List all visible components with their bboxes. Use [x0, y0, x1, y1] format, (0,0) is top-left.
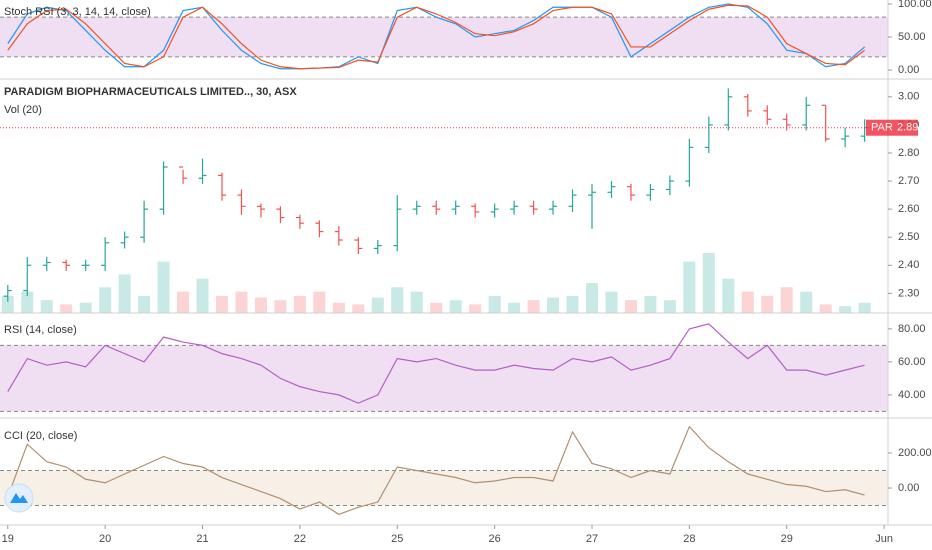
y-tick-label: 100.00 [898, 0, 932, 10]
volume-bar [21, 291, 34, 313]
volume-bar [60, 304, 73, 313]
volume-bar [391, 287, 404, 313]
volume-bar [313, 291, 326, 313]
y-tick-label: 0.00 [898, 482, 919, 494]
band-fill [0, 17, 888, 57]
y-tick-label: 3.00 [898, 91, 919, 103]
panel-title: Stoch RSI (3, 3, 14, 14, close) [4, 6, 151, 18]
volume-bar [547, 297, 560, 313]
panel-title: PARADIGM BIOPHARMACEUTICALS LIMITED.., 3… [4, 86, 297, 98]
volume-bar [741, 291, 754, 313]
panel-subtitle: Vol (20) [4, 104, 42, 116]
y-tick-label: 40.00 [898, 389, 926, 401]
y-tick-label: 0.00 [898, 64, 919, 76]
indicator-line [7, 4, 865, 70]
y-tick-label: 2.70 [898, 175, 919, 187]
panel-title: CCI (20, close) [4, 430, 77, 442]
volume-bar [138, 295, 151, 313]
last-price-label: 2.89 [897, 122, 918, 134]
volume-bar [235, 291, 248, 313]
x-tick-label: 20 [99, 533, 111, 545]
x-tick-label: 19 [2, 533, 14, 545]
panel-title: RSI (14, close) [4, 324, 77, 336]
volume-bar [216, 295, 228, 313]
indicator-line [7, 425, 865, 515]
volume-bar [858, 302, 871, 313]
volume-bar [508, 302, 521, 313]
volume-bar [663, 300, 676, 313]
volume-bar [410, 291, 423, 313]
volume-bar [79, 302, 92, 313]
y-tick-label: 2.40 [898, 259, 919, 271]
volume-bar [430, 302, 443, 313]
volume-bar [177, 291, 190, 313]
volume-bar [118, 274, 131, 313]
volume-bar [527, 300, 540, 313]
volume-bar [254, 297, 267, 313]
band-fill [0, 470, 888, 506]
x-tick-label: 27 [586, 533, 598, 545]
x-tick-label: 28 [683, 533, 695, 545]
y-tick-label: 50.00 [898, 31, 926, 43]
logo[interactable] [4, 483, 34, 513]
volume-bar [371, 297, 384, 313]
volume-bar [586, 283, 598, 313]
x-tick-label: 21 [196, 533, 208, 545]
volume-bar [644, 295, 657, 313]
x-tick-label: 25 [391, 533, 403, 545]
volume-bar [488, 295, 501, 313]
x-tick-label: Jun [875, 533, 893, 545]
x-tick-label: 29 [781, 533, 793, 545]
indicator-line [7, 3, 866, 70]
volume-bar [274, 300, 287, 313]
volume-bar [293, 295, 306, 313]
x-tick-label: 26 [489, 533, 501, 545]
last-price-symbol: PAR [871, 122, 893, 134]
volume-bar [800, 291, 813, 313]
volume-bar [449, 300, 462, 313]
volume-bar [196, 278, 209, 313]
volume-bar [839, 306, 852, 313]
indicator-line [7, 323, 865, 404]
volume-bar [99, 287, 112, 313]
volume-bar [761, 295, 774, 313]
plot-layer [0, 3, 888, 515]
y-tick-label: 2.80 [898, 147, 919, 159]
volume-bar [722, 278, 735, 313]
volume-bar [702, 253, 715, 313]
volume-bar [332, 302, 345, 313]
volume-bar [352, 304, 365, 313]
last-price-tag [866, 119, 918, 136]
y-tick-label: 80.00 [898, 323, 926, 335]
volume-bar [605, 291, 618, 313]
y-tick-label: 200.00 [898, 447, 932, 459]
volume-bar [780, 287, 793, 313]
volume-bar [624, 300, 637, 313]
volume-bar [683, 261, 696, 313]
y-tick-label: 2.60 [898, 203, 919, 215]
volume-bar [819, 304, 832, 313]
x-tick-label: 22 [294, 533, 306, 545]
y-tick-label: 2.50 [898, 231, 919, 243]
y-tick-label: 60.00 [898, 356, 926, 368]
volume-bar [566, 295, 579, 313]
volume-bar [1, 295, 14, 313]
volume-bar [469, 304, 482, 313]
volume-bar [40, 300, 53, 313]
y-tick-label: 2.30 [898, 287, 919, 299]
band-fill [0, 345, 888, 412]
volume-bar [157, 261, 170, 313]
